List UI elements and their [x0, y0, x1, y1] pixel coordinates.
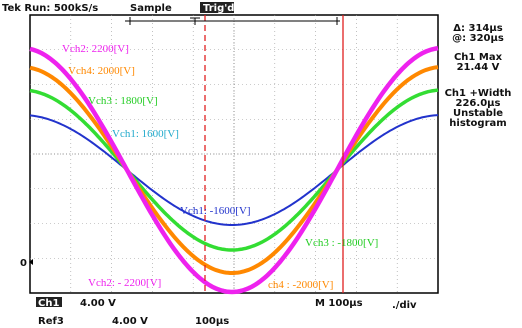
- scale: 4.00 V: [80, 298, 116, 309]
- scope-screen: Tek Run: 500kS/s Sample Trig'd Δ: 314µs@…: [0, 0, 522, 328]
- timebase: M 100µs: [315, 298, 363, 309]
- ref-time: 100µs: [195, 316, 229, 327]
- annotation: ch4 : -2000[V]: [268, 279, 333, 291]
- status: Tek Run: 500kS/s: [2, 3, 98, 14]
- side-text: histogram: [449, 118, 506, 129]
- trigger: Trig'd: [203, 3, 234, 14]
- annotation: Vch2: 2200[V]: [62, 43, 129, 55]
- ref-scale: 4.00 V: [112, 316, 148, 327]
- annotation: Vch2: - 2200[V]: [88, 277, 161, 289]
- mode: Sample: [130, 3, 172, 14]
- ref: Ref3: [38, 316, 64, 327]
- side-text: 21.44 V: [457, 62, 500, 73]
- annotation: Vch3 : -1800[V]: [305, 237, 378, 249]
- div: ./div: [392, 300, 417, 311]
- annotation: Vch1: 1600[V]: [112, 128, 179, 140]
- annotation: Vch3 : 1800[V]: [88, 95, 158, 107]
- ground-marker: 0: [20, 258, 27, 269]
- side-text: @: 320µs: [452, 33, 504, 44]
- channel: Ch1: [38, 298, 59, 309]
- annotation: Vch1: -1600[V]: [180, 205, 251, 217]
- annotation: Vch4: 2000[V]: [68, 65, 135, 77]
